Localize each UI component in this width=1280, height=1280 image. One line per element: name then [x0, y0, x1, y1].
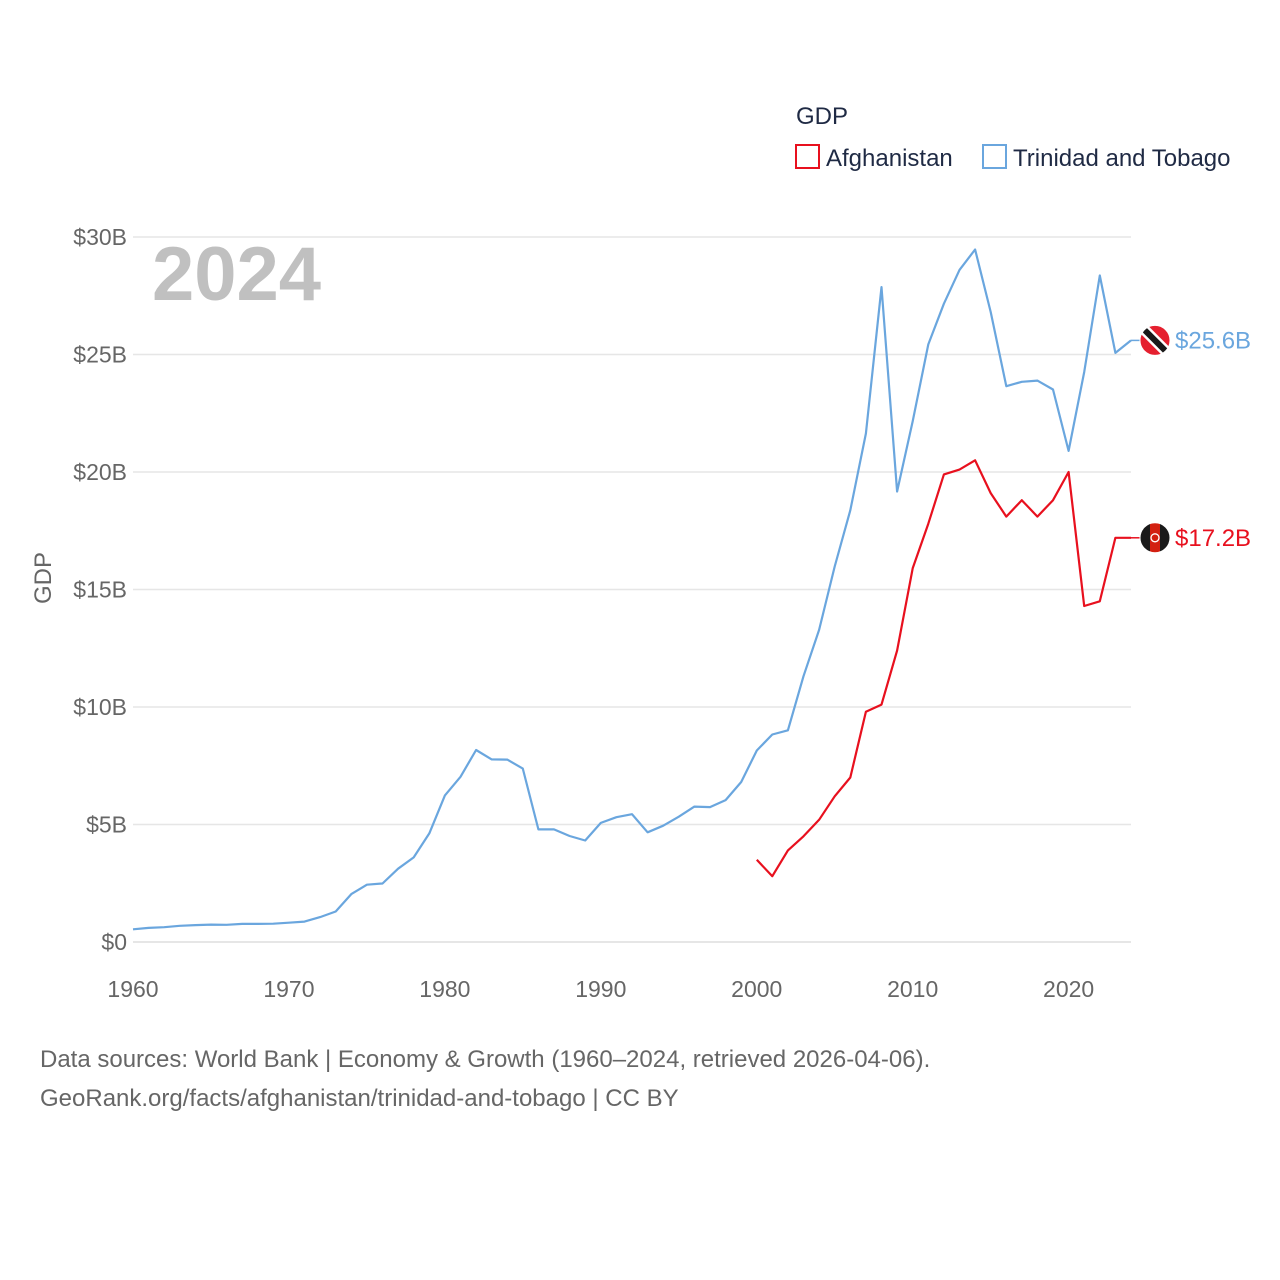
y-tick-label: $20B — [73, 459, 127, 485]
y-tick-label: $5B — [86, 812, 127, 838]
x-axis-ticks: 1960 1970 1980 1990 2000 2010 2020 — [107, 976, 1094, 1002]
y-axis-ticks: $0 $5B $10B $15B $20B $25B $30B — [73, 224, 127, 955]
y-tick-label: $0 — [101, 929, 127, 955]
source-line-1: Data sources: World Bank | Economy & Gro… — [40, 1046, 931, 1073]
x-tick-label: 2010 — [887, 976, 938, 1002]
series-line-afghanistan — [756, 459, 1131, 878]
afghanistan-flag-icon — [1139, 522, 1171, 554]
x-tick-label: 2000 — [731, 976, 782, 1002]
end-markers: $17.2B $25.6B — [1131, 324, 1251, 554]
year-watermark: 2024 — [152, 232, 321, 317]
legend-item-afghanistan[interactable]: Afghanistan — [795, 144, 953, 172]
series-line-trinidad-and-tobago — [132, 248, 1132, 931]
series-lines — [132, 248, 1132, 931]
y-axis-label: GDP — [30, 552, 57, 604]
x-tick-label: 1990 — [575, 976, 626, 1002]
source-note: Data sources: World Bank | Economy & Gro… — [40, 1040, 930, 1118]
y-tick-label: $25B — [73, 342, 127, 368]
y-tick-label: $30B — [73, 224, 127, 250]
legend-label-afghanistan: Afghanistan — [826, 145, 953, 172]
source-line-2[interactable]: GeoRank.org/facts/afghanistan/trinidad-a… — [40, 1085, 679, 1112]
x-tick-label: 1970 — [263, 976, 314, 1002]
y-tick-label: $10B — [73, 694, 127, 720]
x-tick-label: 1980 — [419, 976, 470, 1002]
gridlines — [133, 236, 1131, 943]
legend-title: GDP — [796, 103, 848, 130]
y-tick-label: $15B — [73, 577, 127, 603]
legend-swatch-trinidad-and-tobago — [982, 144, 1007, 169]
legend: GDP Afghanistan Trinidad and Tobago — [795, 103, 1231, 172]
x-tick-label: 1960 — [107, 976, 158, 1002]
legend-swatch-afghanistan — [795, 144, 820, 169]
legend-item-trinidad-and-tobago[interactable]: Trinidad and Tobago — [982, 144, 1231, 172]
legend-label-trinidad-and-tobago: Trinidad and Tobago — [1013, 145, 1231, 172]
end-value-label-trinidad-and-tobago: $25.6B — [1175, 327, 1251, 354]
end-value-label-afghanistan: $17.2B — [1175, 525, 1251, 552]
trinidad-and-tobago-flag-icon — [1139, 324, 1171, 356]
x-tick-label: 2020 — [1043, 976, 1094, 1002]
